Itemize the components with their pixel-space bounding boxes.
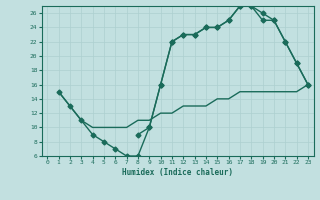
X-axis label: Humidex (Indice chaleur): Humidex (Indice chaleur) bbox=[122, 168, 233, 177]
